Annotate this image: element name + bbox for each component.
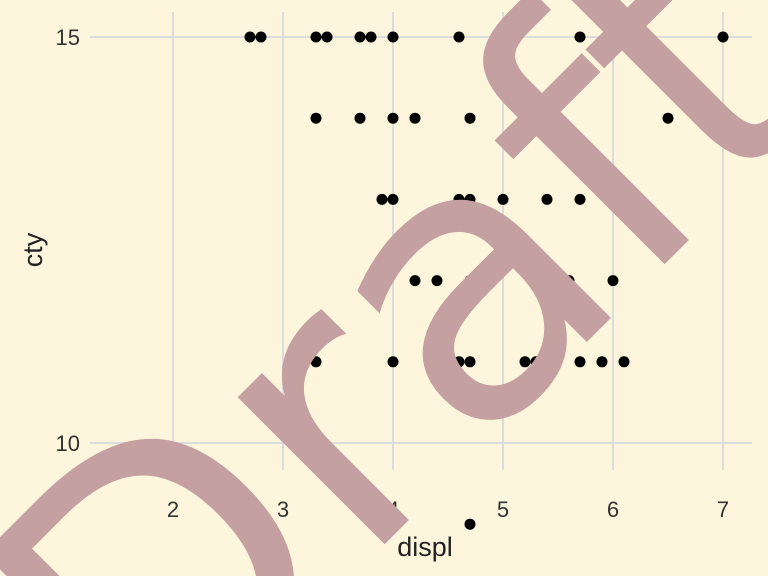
x-tick-label: 3 <box>277 497 289 522</box>
data-point <box>574 356 586 368</box>
data-point <box>431 275 443 287</box>
tick-labels: 234567101520253035 <box>56 25 730 522</box>
data-point <box>464 193 476 205</box>
data-point <box>387 31 399 43</box>
data-point <box>354 112 366 124</box>
data-point <box>717 31 729 43</box>
data-point <box>541 193 553 205</box>
data-point <box>530 356 542 368</box>
x-tick-label: 7 <box>717 497 729 522</box>
data-point <box>541 356 553 368</box>
y-axis-title: cty <box>18 232 48 267</box>
x-tick-label: 2 <box>167 497 179 522</box>
data-point <box>464 356 476 368</box>
data-point <box>453 31 465 43</box>
data-point <box>387 193 399 205</box>
x-axis-title: displ <box>397 532 453 562</box>
x-tick-label: 4 <box>387 497 399 522</box>
data-point <box>618 356 630 368</box>
x-tick-label: 6 <box>607 497 619 522</box>
data-point <box>596 356 608 368</box>
data-point <box>310 356 322 368</box>
data-point <box>409 112 421 124</box>
data-point <box>453 193 465 205</box>
data-point <box>464 275 476 287</box>
data-point <box>541 112 553 124</box>
x-tick-label: 5 <box>497 497 509 522</box>
data-point <box>497 193 509 205</box>
data-point <box>541 275 553 287</box>
data-point <box>519 356 531 368</box>
data-point <box>387 112 399 124</box>
data-point <box>365 31 377 43</box>
data-point <box>321 31 333 43</box>
y-tick-label: 10 <box>56 431 80 456</box>
data-point <box>464 518 476 530</box>
data-point <box>310 31 322 43</box>
y-tick-label: 15 <box>56 25 80 50</box>
data-point <box>574 193 586 205</box>
data-point <box>453 356 465 368</box>
data-point <box>662 112 674 124</box>
data-point <box>629 31 641 43</box>
data-point <box>464 112 476 124</box>
data-point <box>354 31 366 43</box>
data-point <box>244 31 256 43</box>
data-point <box>409 275 421 287</box>
grid-lines <box>90 12 752 470</box>
data-point <box>255 31 267 43</box>
data-points <box>244 31 729 530</box>
data-point <box>387 356 399 368</box>
data-point <box>310 112 322 124</box>
data-point <box>530 112 542 124</box>
data-point <box>574 31 586 43</box>
data-point <box>563 275 575 287</box>
data-point <box>607 275 619 287</box>
data-point <box>376 193 388 205</box>
